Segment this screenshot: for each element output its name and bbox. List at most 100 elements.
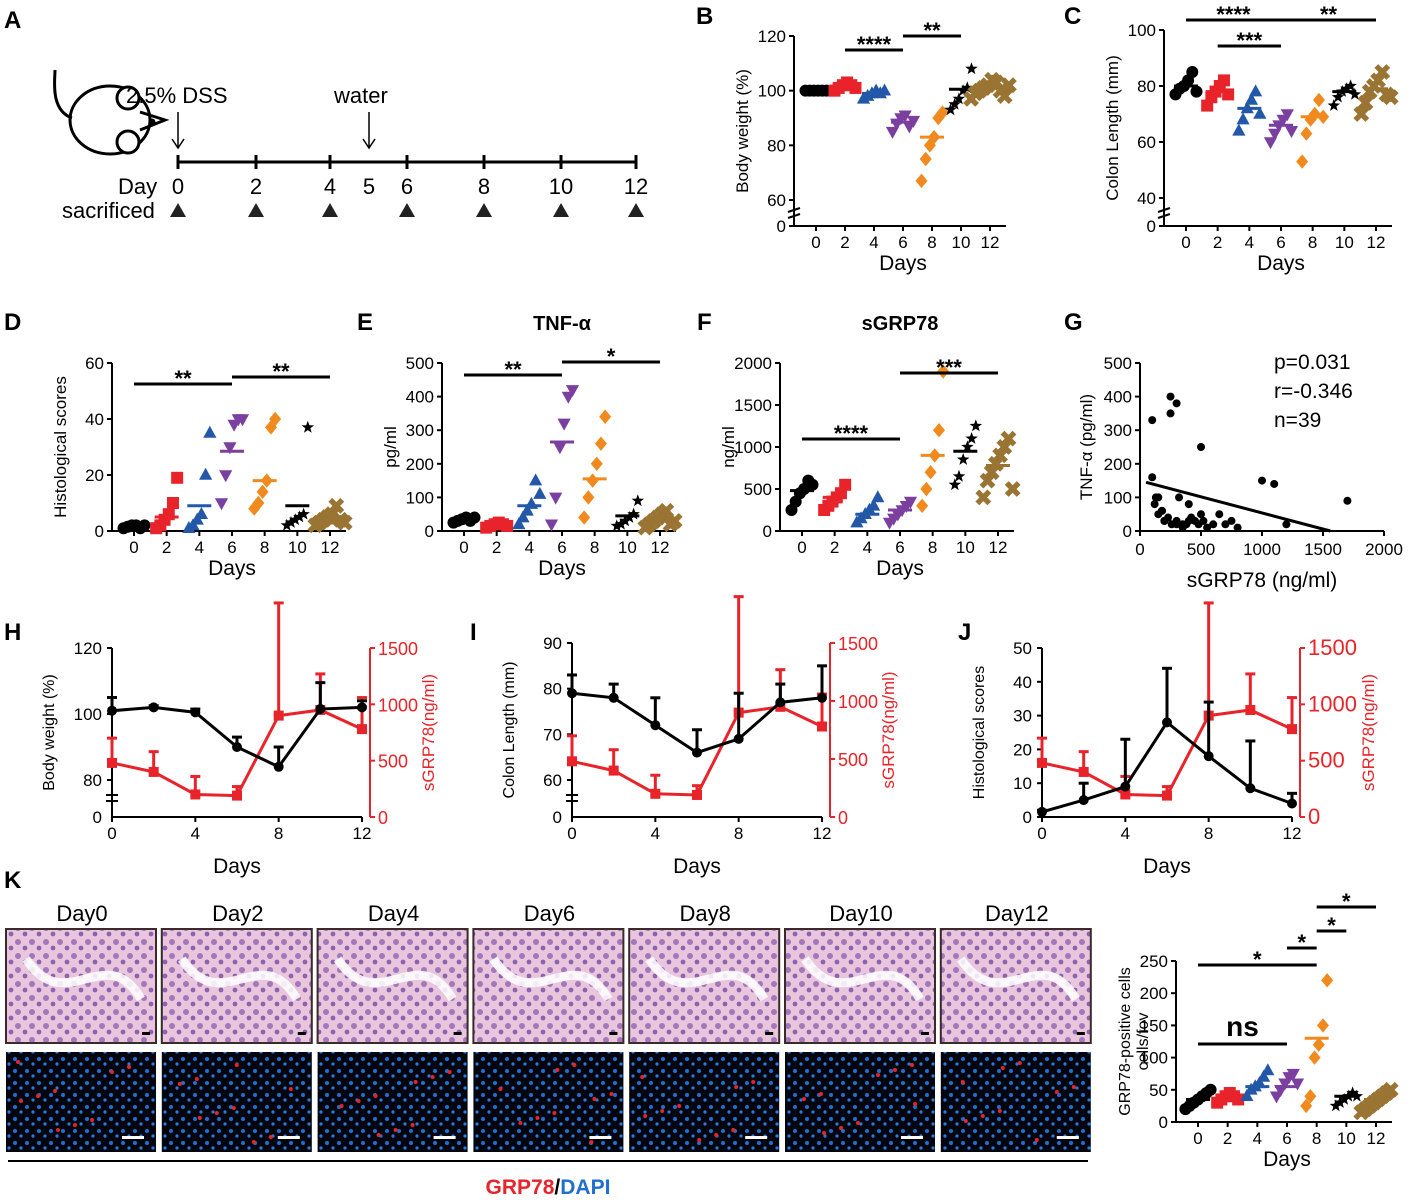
point-4-0	[1232, 123, 1246, 136]
sig-label-1: *	[607, 344, 616, 369]
sig-label-1: **	[923, 18, 941, 43]
sig-label-1: ***	[936, 355, 962, 380]
y-tick-label-0: 0	[425, 522, 434, 541]
y-tick-label-100: 100	[406, 488, 434, 507]
y-right-tick-label-0: 0	[838, 808, 848, 828]
timeline-tick-label-6: 6	[401, 174, 413, 199]
x-axis-label: Days	[1143, 855, 1191, 878]
if-signal-3-6	[518, 1121, 523, 1125]
water-arrow	[362, 112, 376, 150]
point-12-7-b	[1382, 89, 1399, 106]
x-tick-label-4: 4	[191, 824, 200, 843]
dss-arrow	[171, 112, 185, 150]
point-8-5	[1321, 973, 1334, 988]
if-signal-3-5	[609, 1092, 614, 1096]
if-signal-5-0	[910, 1063, 914, 1067]
point-8-0	[916, 498, 929, 513]
black-point-2	[650, 720, 661, 731]
point-12-6-b	[1000, 430, 1017, 447]
histology-day-label-4: Day8	[680, 901, 731, 926]
point-12-7-b	[336, 514, 353, 531]
point-10-2	[289, 513, 302, 526]
point-8-0	[578, 510, 591, 525]
red-point-2	[1120, 789, 1131, 800]
point-10-1	[952, 469, 966, 482]
point-6-1	[549, 492, 563, 505]
y-right-axis-label: sGRP78(ng/ml)	[879, 671, 898, 788]
point-14	[1175, 493, 1184, 502]
point-4-0	[1240, 1089, 1254, 1102]
point-10-1	[1333, 1096, 1347, 1108]
he-scale-bar-4	[765, 1032, 774, 1035]
point-6-1	[1268, 128, 1282, 141]
y-tick-label-300: 300	[1104, 421, 1132, 440]
y-tick-label-20: 20	[1013, 740, 1032, 759]
if-signal-6-6	[1054, 1090, 1059, 1094]
point-8-5	[936, 105, 949, 120]
y-tick-label-0: 0	[1159, 1113, 1168, 1132]
if-scale-bar-1	[277, 1136, 300, 1139]
panel-letter-c: C	[1064, 3, 1081, 30]
if-signal-5-6	[876, 1073, 880, 1077]
x-tick-label-8: 8	[260, 538, 269, 557]
point-12-4-b	[992, 447, 1009, 464]
panel-letter-a: A	[4, 7, 21, 34]
histology-day-label-2: Day4	[368, 901, 419, 926]
timeline-tick-label-8: 8	[478, 174, 490, 199]
panel-letter-e: E	[357, 309, 373, 336]
red-point-5	[1245, 704, 1256, 715]
if-signal-5-5	[839, 1126, 843, 1130]
point-12-7-b	[1004, 481, 1021, 497]
stat-2: n=39	[1274, 409, 1321, 432]
black-point-6	[1287, 798, 1297, 809]
point-2-4	[166, 497, 179, 509]
x-tick-label-12: 12	[651, 538, 670, 557]
if-signal-2-5	[430, 1075, 435, 1079]
if-signal-1-2	[268, 1135, 273, 1139]
point-25	[1215, 510, 1224, 519]
red-point-6	[357, 724, 367, 735]
black-point-0	[107, 705, 117, 716]
red-point-3	[692, 789, 702, 800]
point-10-0	[948, 478, 962, 491]
y-axis-label-2: cells/fov	[1135, 1013, 1152, 1071]
if-signal-1-1	[231, 1106, 236, 1110]
point-12-1	[979, 472, 996, 489]
point-12-1-b	[979, 472, 996, 489]
if-signal-2-3	[356, 1099, 361, 1103]
if-signal-2-0	[373, 1094, 378, 1098]
point-0	[1148, 473, 1157, 482]
if-signal-4-8	[643, 1114, 648, 1118]
black-point-5	[315, 704, 326, 715]
point-12-4-b	[324, 506, 341, 523]
black-point-6	[817, 692, 827, 703]
x-tick-label-10: 10	[618, 538, 637, 557]
if-image-4	[629, 1052, 780, 1152]
x-tick-label-4: 4	[1253, 1129, 1262, 1148]
if-signal-1-5	[251, 1140, 256, 1144]
point-10-3	[1340, 82, 1353, 95]
point-12-7	[1004, 481, 1021, 497]
panel-letter-g: G	[1064, 309, 1083, 336]
point-6-5	[235, 414, 250, 427]
red-point-6	[1287, 724, 1297, 735]
point-10-5	[631, 494, 645, 507]
point-37	[1151, 493, 1160, 502]
y-axis-label: Histological scores	[971, 666, 988, 799]
point-8-5	[937, 364, 950, 379]
point-10-4	[1344, 79, 1357, 92]
point-8-2	[586, 473, 599, 488]
y-tick-label-40: 40	[1137, 189, 1156, 208]
x-tick-label-12: 12	[989, 538, 1008, 557]
if-signal-0-7	[19, 1099, 23, 1103]
x-tick-label-12: 12	[1367, 233, 1386, 252]
y-tick-label-200: 200	[1104, 455, 1132, 474]
point-10-4	[627, 507, 640, 520]
chart-g: 0 100 200 300 400 500 0 500 1000 1500 2000 sGRP78 (…	[1077, 351, 1403, 592]
if-signal-2-7	[376, 1133, 381, 1137]
x-axis-label: Days	[538, 557, 586, 580]
if-signal-0-3	[127, 1065, 131, 1069]
y-right-tick-label-1500: 1500	[838, 634, 878, 654]
point-33	[1166, 392, 1175, 401]
if-signal-3-2	[498, 1087, 503, 1091]
